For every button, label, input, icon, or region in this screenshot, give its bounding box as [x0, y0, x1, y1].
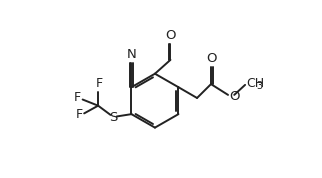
Text: F: F	[74, 91, 81, 104]
Text: CH: CH	[247, 77, 265, 90]
Text: F: F	[95, 77, 102, 90]
Text: F: F	[76, 108, 83, 121]
Text: O: O	[165, 29, 176, 42]
Text: 3: 3	[257, 81, 263, 91]
Text: O: O	[230, 90, 240, 103]
Text: S: S	[109, 111, 118, 124]
Text: N: N	[127, 48, 136, 61]
Text: O: O	[206, 52, 217, 65]
